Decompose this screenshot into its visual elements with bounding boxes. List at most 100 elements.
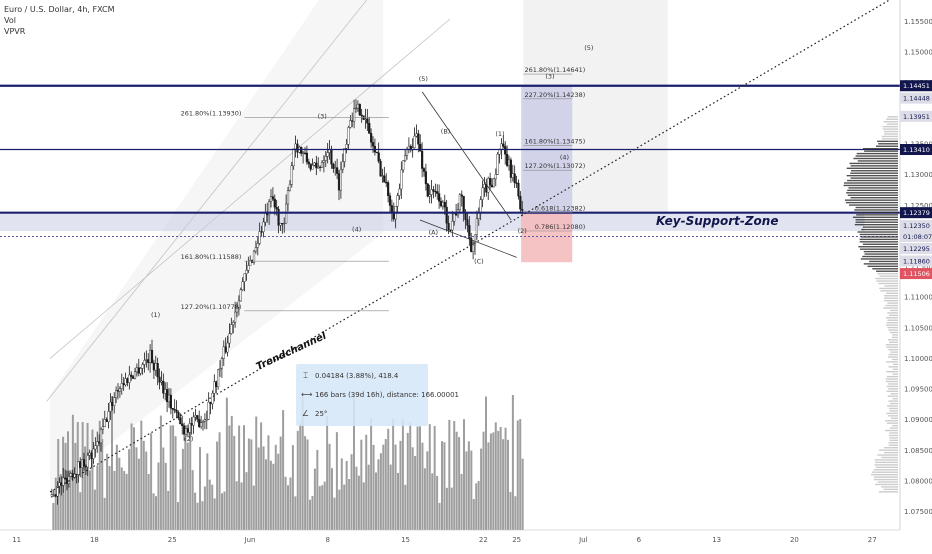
vpvr-bar	[890, 417, 898, 419]
vpvr-bar	[850, 172, 898, 174]
vpvr-bar	[886, 123, 898, 125]
volume-bar	[416, 426, 419, 530]
volume-bar	[272, 463, 275, 530]
candle-body	[479, 199, 482, 214]
candle-body	[92, 448, 95, 459]
candle-body	[167, 394, 171, 403]
candle-body	[194, 415, 197, 418]
candle-body	[383, 175, 386, 183]
vpvr-bar	[883, 130, 898, 133]
vpvr-bar	[886, 346, 898, 348]
vpvr-bar	[887, 405, 898, 407]
candle-body	[211, 393, 214, 405]
candle-body	[98, 441, 101, 444]
volume-bar	[186, 442, 189, 530]
vpvr-bar	[873, 478, 898, 481]
wave-label: (C)	[474, 257, 484, 265]
volume-bar	[448, 419, 451, 530]
price-label-text: 01:08:07	[903, 233, 932, 241]
vpvr-bar	[885, 344, 898, 346]
y-tick-label: 1.10500	[904, 324, 932, 332]
volume-bar	[147, 473, 150, 530]
candle-body	[271, 196, 274, 200]
vpvr-bar	[883, 295, 898, 297]
y-tick-label: 1.11000	[904, 294, 932, 302]
volume-bar	[367, 464, 370, 530]
volume-indicator-label[interactable]: Vol	[4, 16, 16, 25]
vpvr-bar	[859, 238, 898, 241]
volume-bar	[316, 449, 319, 530]
volume-bar	[111, 396, 113, 530]
x-tick-label: 8	[326, 536, 330, 544]
volume-bar	[519, 419, 522, 530]
x-tick-label: 27	[868, 536, 877, 544]
vpvr-bar	[887, 312, 898, 314]
vpvr-bar	[845, 201, 898, 204]
volume-bar	[370, 418, 373, 530]
candle-body	[305, 152, 308, 163]
vpvr-bar	[886, 322, 898, 324]
candle-body	[366, 118, 369, 124]
symbol-title[interactable]: Euro / U.S. Dollar, 4h, FXCM	[4, 5, 115, 14]
volume-bar	[189, 425, 192, 530]
candle-body	[277, 208, 280, 226]
volume-bar	[299, 423, 302, 530]
candle-body	[443, 201, 446, 208]
volume-bar	[201, 501, 204, 530]
candle-body	[139, 368, 142, 374]
volume-bar	[463, 419, 465, 530]
vpvr-bar	[886, 371, 898, 373]
candle-body	[309, 163, 312, 170]
volume-bar	[221, 493, 223, 530]
volume-bar	[355, 466, 358, 530]
candle-body	[483, 184, 486, 189]
vpvr-bar	[850, 165, 898, 167]
fib-level-label: 161.80%(1.11588)	[181, 253, 242, 261]
volume-bar	[267, 435, 270, 530]
volume-bar	[428, 424, 431, 530]
vpvr-bar	[872, 268, 898, 270]
price-label-box	[900, 207, 932, 219]
candle-body	[430, 189, 433, 195]
candle-body	[130, 374, 133, 377]
y-tick-label: 1.15000	[904, 49, 932, 57]
volume-bar	[365, 434, 368, 530]
bar-range-icon: ⟷	[301, 390, 313, 399]
candle-body	[218, 367, 222, 371]
wave-label: (A)	[429, 229, 439, 237]
candle-body	[481, 187, 484, 200]
candle-body	[141, 364, 144, 369]
key-support-zone-label: Key-Support-Zone	[656, 214, 778, 228]
vpvr-bar	[885, 420, 898, 422]
volume-bar	[145, 451, 148, 530]
volume-bar	[177, 502, 179, 530]
vpvr-indicator-label[interactable]: VPVR	[4, 27, 26, 36]
vpvr-bar	[887, 302, 898, 304]
vpvr-bar	[885, 292, 898, 294]
volume-bar	[130, 423, 133, 530]
candle-body	[96, 441, 99, 446]
volume-bar	[433, 426, 436, 530]
candle-body	[290, 165, 293, 185]
vpvr-bar	[889, 434, 898, 437]
volume-bar	[477, 480, 480, 530]
candle-body	[71, 473, 74, 478]
price-label-box	[900, 268, 932, 280]
candle-body	[154, 363, 157, 371]
wave-label: (5)	[419, 75, 428, 83]
vpvr-bar	[885, 380, 898, 383]
candle-body	[317, 166, 320, 169]
vpvr-bar	[888, 353, 898, 356]
volume-bar	[74, 442, 77, 530]
volume-bar	[115, 444, 118, 530]
volume-bar	[360, 439, 363, 530]
volume-bar	[223, 491, 226, 530]
price-range-icon: ⌶	[303, 371, 308, 380]
vpvr-bar	[846, 167, 898, 169]
candle-body	[466, 219, 469, 226]
vpvr-bar	[886, 412, 898, 415]
vpvr-bar	[886, 385, 898, 388]
candle-body	[82, 459, 86, 467]
